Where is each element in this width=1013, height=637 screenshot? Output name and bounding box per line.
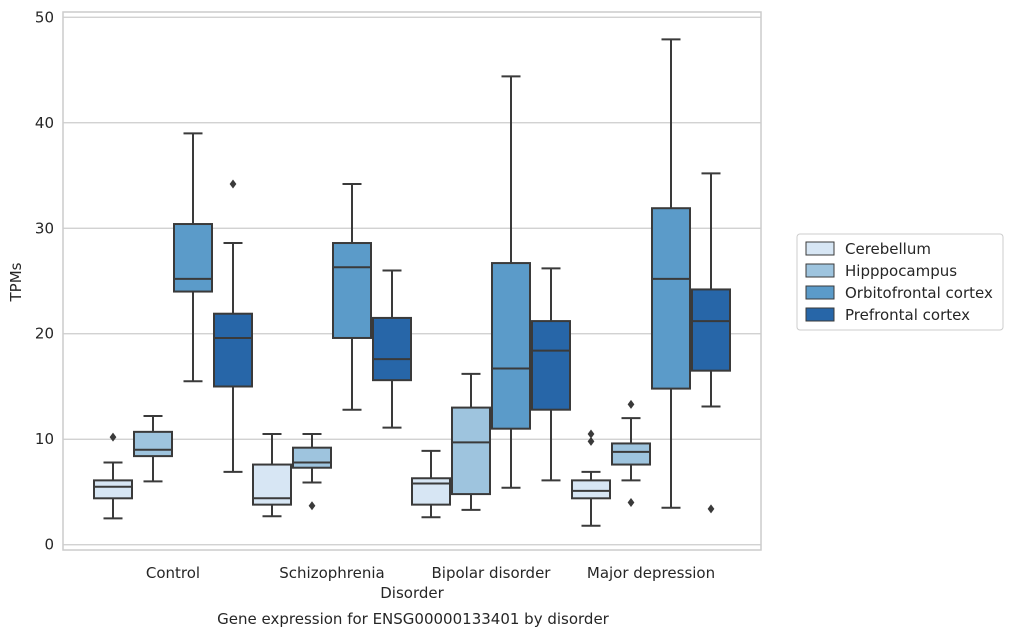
legend-label: Orbitofrontal cortex <box>845 284 993 302</box>
box-iqr <box>611 442 651 466</box>
y-tick-label: 20 <box>35 325 54 343</box>
legend-item: Hipppocampus <box>805 262 957 280</box>
x-tick-label: Bipolar disorder <box>432 564 552 582</box>
outlier-point <box>627 399 635 409</box>
outlier-point <box>109 432 117 442</box>
x-tick-label: Schizophrenia <box>279 564 384 582</box>
box-iqr <box>93 479 133 500</box>
box-iqr <box>451 406 491 496</box>
box-group <box>571 429 611 527</box>
outlier-point <box>229 179 237 189</box>
legend-label: Prefrontal cortex <box>845 306 970 324</box>
box-iqr <box>491 262 531 430</box>
legend-swatch <box>805 307 835 322</box>
legend-item: Prefrontal cortex <box>805 306 970 324</box>
box-iqr <box>571 479 611 500</box>
y-tick-label: 10 <box>35 430 54 448</box>
box-group <box>93 432 133 520</box>
y-axis-label: TPMs <box>7 262 25 302</box>
box-iqr <box>213 312 253 388</box>
plot-area-frame <box>62 11 762 551</box>
legend-label: Hipppocampus <box>845 262 957 280</box>
boxes <box>93 38 731 527</box>
box-iqr <box>133 430 173 458</box>
box-group <box>133 415 173 483</box>
y-tick-label: 30 <box>35 219 54 237</box>
box-iqr <box>372 316 412 382</box>
legend-item: Cerebellum <box>805 240 931 258</box>
box-iqr <box>173 223 213 293</box>
outlier-point <box>308 501 316 511</box>
box-iqr <box>531 320 571 411</box>
chart-caption: Gene expression for ENSG00000133401 by d… <box>217 610 609 628</box>
legend-swatch <box>805 263 835 278</box>
box-iqr <box>651 207 691 390</box>
box-group <box>411 449 451 519</box>
box-group <box>372 269 412 429</box>
legend-swatch <box>805 241 835 256</box>
y-tick-label: 0 <box>44 536 54 554</box>
box-iqr <box>411 477 451 506</box>
box-group <box>213 179 253 473</box>
box-group <box>451 372 491 511</box>
x-tick-labels: Control Schizophrenia Bipolar disorder Majo… <box>146 564 715 582</box>
box-group <box>252 432 292 518</box>
box-iqr <box>691 288 731 372</box>
x-tick-label: Major depression <box>587 564 715 582</box>
y-tick-label: 50 <box>35 8 54 26</box>
box-group <box>173 132 213 383</box>
y-tick-labels: 0 10 20 30 40 50 <box>35 8 54 553</box>
legend-frame <box>796 233 1004 331</box>
box-iqr <box>332 242 372 339</box>
box-group <box>332 182 372 411</box>
outlier-point <box>587 436 595 446</box>
box-group <box>611 399 651 508</box>
legend-item: Orbitofrontal cortex <box>805 284 993 302</box>
box-group <box>691 172 731 514</box>
legend-label: Cerebellum <box>845 240 931 258</box>
outlier-point <box>627 498 635 508</box>
outlier-point <box>587 429 595 439</box>
x-axis-label: Disorder <box>380 584 444 602</box>
box-group <box>651 38 691 509</box>
box-iqr <box>292 446 332 469</box>
box-group <box>292 432 332 511</box>
y-tick-label: 40 <box>35 114 54 132</box>
legend: Cerebellum Hipppocampus Orbitofrontal cort… <box>796 233 1004 331</box>
x-tick-label: Control <box>146 564 200 582</box>
legend-swatch <box>805 285 835 300</box>
box-group <box>491 75 531 489</box>
box-group <box>531 267 571 482</box>
outlier-point <box>707 504 715 514</box>
